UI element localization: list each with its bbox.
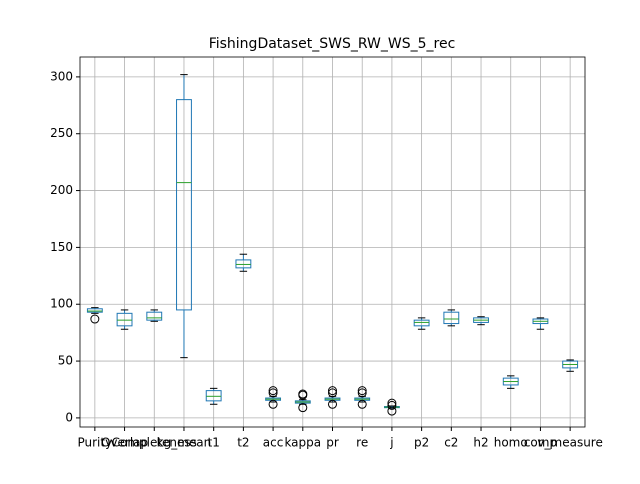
x-tick-label: Completeness: [112, 436, 197, 450]
flier: [357, 386, 367, 396]
x-tick-label: p2: [414, 436, 429, 450]
x-tick-label: homo: [494, 436, 528, 450]
flier: [357, 388, 367, 398]
x-tick-label: kappa: [284, 436, 321, 450]
flier: [328, 399, 337, 409]
flier: [328, 386, 337, 396]
box: [235, 259, 252, 269]
box: [443, 311, 460, 325]
y-tick-label: 200: [50, 183, 73, 197]
box: [86, 308, 103, 313]
flier: [268, 386, 278, 396]
flier: [387, 400, 397, 410]
x-tick-label: v_measure: [537, 436, 602, 450]
x-tick-label: pr: [326, 436, 339, 450]
y-tick-label: 50: [58, 354, 73, 368]
y-tick-label: 100: [50, 297, 73, 311]
flier: [298, 389, 308, 399]
y-tick-label: 300: [50, 69, 73, 83]
y-tick-label: 0: [65, 410, 73, 424]
flier: [298, 403, 308, 413]
x-tick-label: Purity: [77, 436, 112, 450]
flier: [268, 388, 278, 398]
box: [205, 390, 222, 402]
box: [146, 311, 163, 321]
y-tick-label: 150: [50, 240, 73, 254]
y-tick-label: 250: [50, 126, 73, 140]
chart-title: FishingDataset_SWS_RW_WS_5_rec: [209, 36, 456, 52]
x-tick-label: t2: [237, 436, 249, 450]
flier: [387, 398, 397, 408]
x-tick-label: acc: [263, 436, 284, 450]
x-tick-label: re: [356, 436, 368, 450]
box: [413, 319, 430, 327]
flier: [90, 314, 100, 324]
flier: [268, 399, 278, 409]
x-tick-label: comp: [524, 436, 557, 450]
box: [176, 99, 192, 311]
x-tick-label: h2: [473, 436, 488, 450]
x-tick-label: Overlap: [101, 436, 148, 450]
x-tick-label: c2: [444, 436, 458, 450]
plot-frame: [79, 56, 586, 428]
box: [116, 312, 133, 327]
x-tick-label: j: [389, 436, 393, 450]
flier: [328, 388, 337, 398]
x-tick-label: t1: [208, 436, 220, 450]
x-tick-label: kg_mean: [157, 436, 212, 450]
flier: [357, 399, 367, 409]
